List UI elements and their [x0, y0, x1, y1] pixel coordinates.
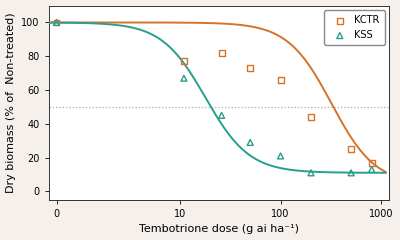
KCTR [247, 66, 254, 70]
KSS [181, 76, 187, 80]
KCTR [53, 21, 60, 24]
KSS [247, 140, 254, 144]
KSS [278, 154, 284, 158]
Y-axis label: Dry biomass (% of  Non-treated): Dry biomass (% of Non-treated) [6, 12, 16, 193]
KCTR [278, 78, 284, 82]
KSS [368, 168, 375, 171]
KSS [53, 21, 60, 24]
X-axis label: Tembotrione dose (g ai ha⁻¹): Tembotrione dose (g ai ha⁻¹) [139, 224, 299, 234]
Legend: KCTR, KSS: KCTR, KSS [324, 10, 384, 45]
KSS [348, 171, 354, 175]
KSS [218, 114, 225, 117]
KCTR [348, 147, 354, 151]
KSS [308, 171, 314, 175]
KCTR [218, 51, 225, 55]
KCTR [181, 59, 187, 63]
KCTR [368, 161, 375, 165]
KCTR [308, 115, 314, 119]
